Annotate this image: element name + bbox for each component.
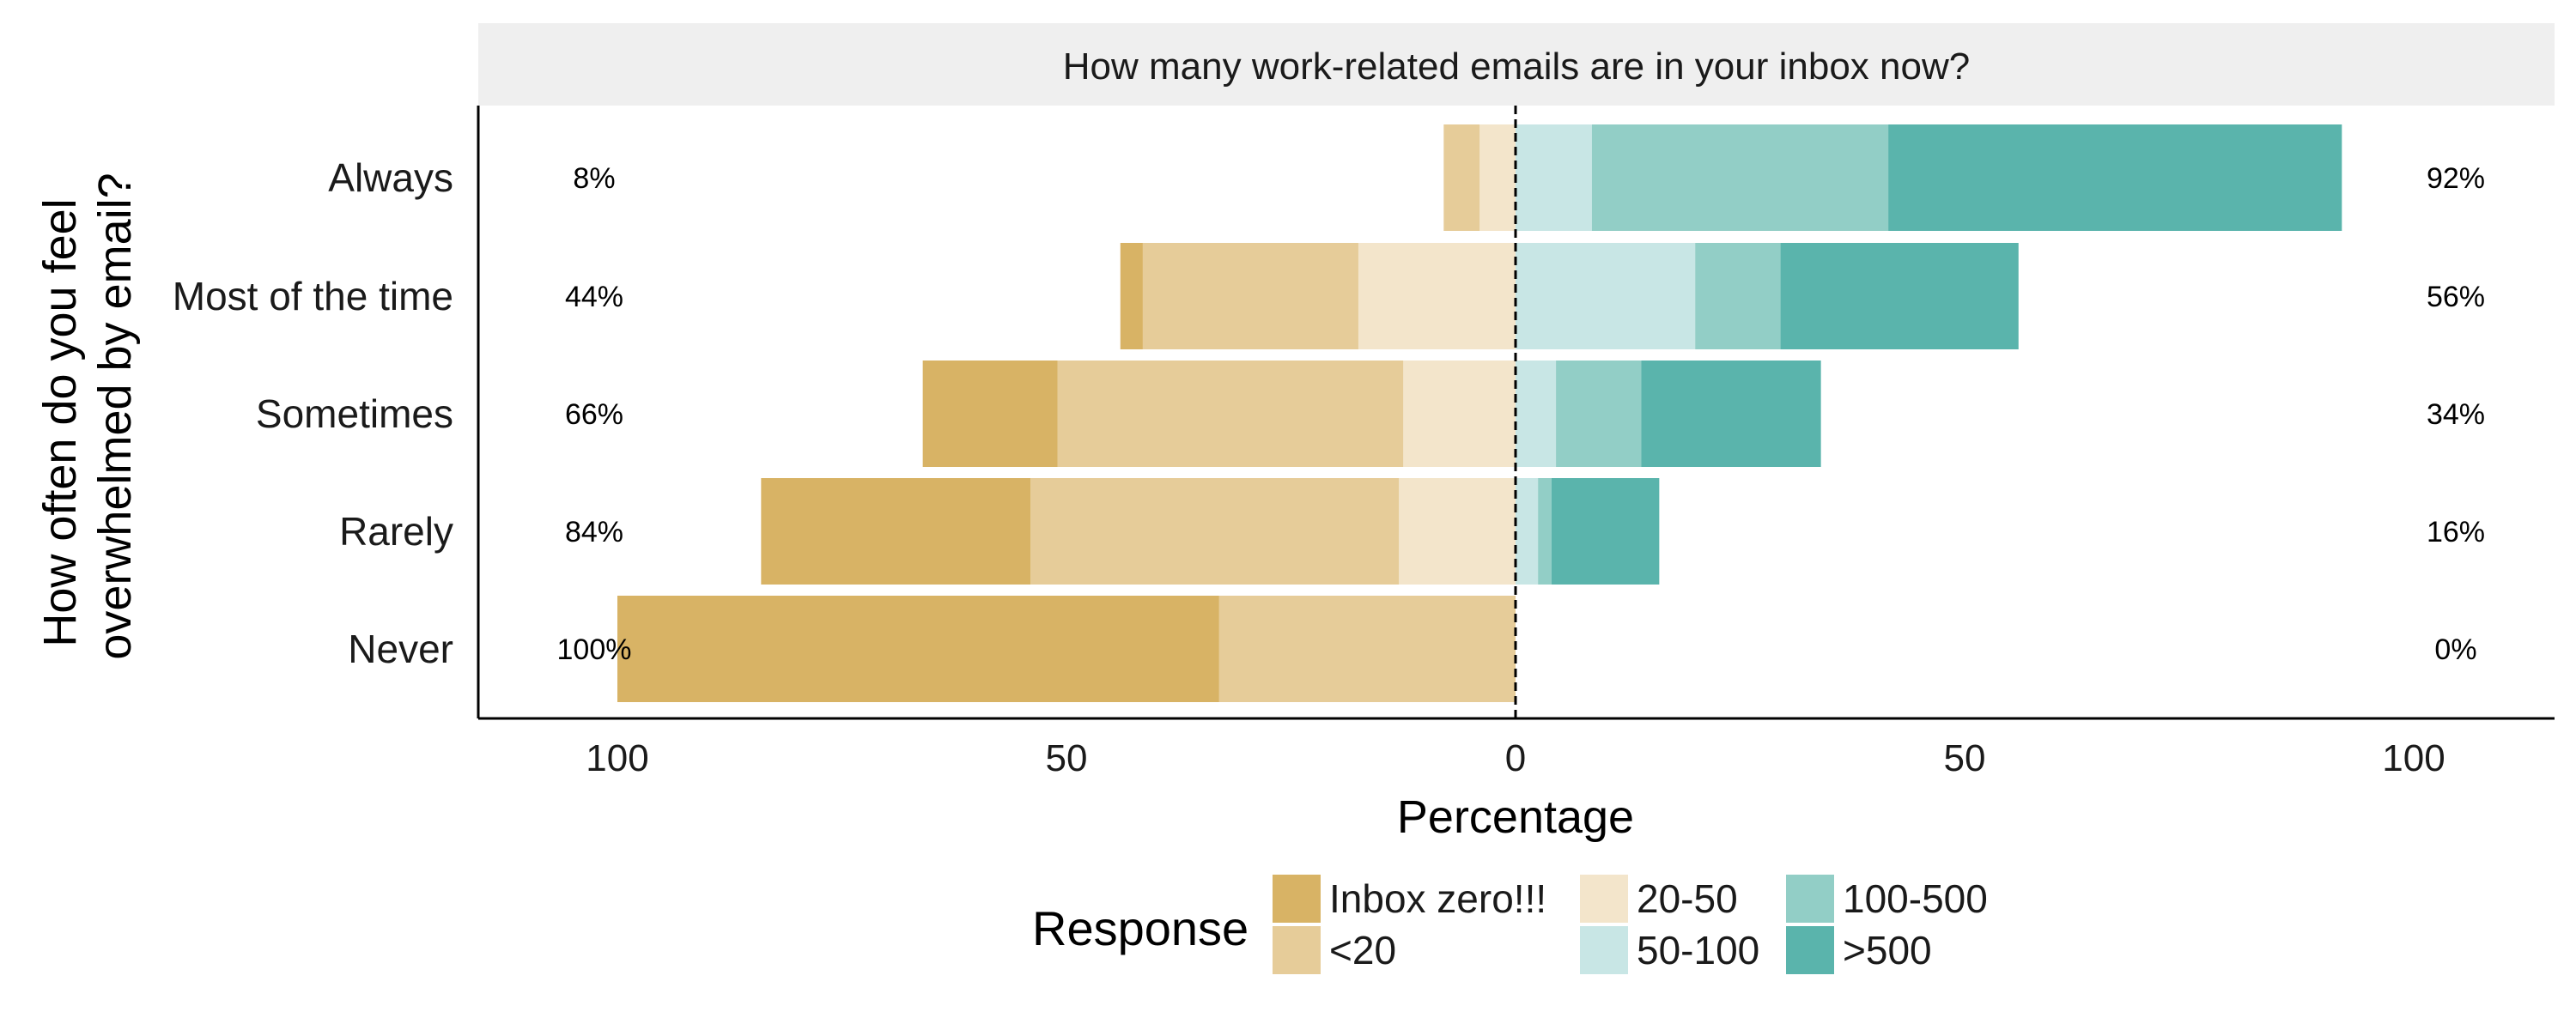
category-label-most-of-the-time: Most of the time (173, 274, 453, 318)
left-total-rarely: 84% (565, 516, 623, 548)
legend-swatch-50-100 (1580, 926, 1628, 974)
bar-sometimes-100-500 (1556, 360, 1642, 467)
x-tick-label: 100 (2382, 737, 2445, 779)
x-tick-labels: 100 50 0 50 100 (586, 737, 2445, 779)
x-tick-label: 50 (1046, 737, 1088, 779)
bar-most-of-the-time-inbox-zero (1120, 243, 1143, 349)
bar-always-500 (1888, 124, 2342, 231)
left-total-never: 100% (557, 633, 632, 666)
x-axis-title: Percentage (1397, 791, 1634, 843)
legend-swatch-20-50 (1580, 875, 1628, 923)
bar-rarely-50-100 (1516, 478, 1539, 585)
x-tick-label: 50 (1944, 737, 1986, 779)
bar-always-100-500 (1591, 124, 1889, 231)
right-total-always: 92% (2427, 162, 2485, 195)
category-label-always: Always (328, 155, 453, 200)
y-axis-title: How often do you feel overwhelmed by ema… (34, 173, 141, 659)
left-total-always: 8% (573, 162, 615, 195)
legend-label-100-500: 100-500 (1843, 876, 1988, 921)
y-axis-title-line-2: overwhelmed by email? (89, 173, 141, 659)
legend-swatch-100-500 (1786, 875, 1834, 923)
category-label-sometimes: Sometimes (256, 391, 453, 436)
legend-label-inbox-zero: Inbox zero!!! (1329, 876, 1546, 921)
bar-most-of-the-time-500 (1780, 243, 2019, 349)
facet-strip (478, 23, 2555, 106)
category-labels: Always Most of the time Sometimes Rarely Nev… (173, 155, 453, 671)
right-total-never: 0% (2434, 633, 2476, 666)
bar-rarely-20-50 (1399, 478, 1516, 585)
bar-rarely-20 (1030, 478, 1400, 585)
legend-label-20-50: 20-50 (1637, 876, 1738, 921)
bar-most-of-the-time-20-50 (1358, 243, 1516, 349)
bar-most-of-the-time-100-500 (1695, 243, 1781, 349)
bar-sometimes-50-100 (1516, 360, 1557, 467)
bar-rarely-100-500 (1538, 478, 1552, 585)
bars-layer (617, 124, 2342, 702)
left-total-most-of-the-time: 44% (565, 281, 623, 313)
x-tick-label: 100 (586, 737, 648, 779)
total-labels: 8% 92% 44% 56% 66% 34% 84% 16% 100% 0% (557, 162, 2486, 666)
left-total-sometimes: 66% (565, 398, 623, 431)
legend-swatch-inbox-zero (1273, 875, 1321, 923)
legend-label-20: <20 (1329, 928, 1396, 972)
bar-always-20-50 (1479, 124, 1516, 231)
legend-label-500: >500 (1843, 928, 1932, 972)
legend-title: Response (1032, 901, 1249, 955)
bar-most-of-the-time-50-100 (1516, 243, 1696, 349)
bar-never-20 (1218, 596, 1516, 702)
bar-sometimes-20-50 (1403, 360, 1516, 467)
bar-rarely-500 (1551, 478, 1660, 585)
category-label-never: Never (348, 627, 453, 671)
right-total-most-of-the-time: 56% (2427, 281, 2485, 313)
bar-sometimes-inbox-zero (922, 360, 1058, 467)
bar-rarely-inbox-zero (761, 478, 1031, 585)
facet-strip-title: How many work-related emails are in your… (1063, 45, 1970, 88)
bar-always-20 (1443, 124, 1480, 231)
legend: Response Inbox zero!!! <20 20-50 50-100 100-… (1032, 875, 1988, 974)
right-total-sometimes: 34% (2427, 398, 2485, 431)
bar-never-inbox-zero (617, 596, 1219, 702)
legend-label-50-100: 50-100 (1637, 928, 1759, 972)
right-total-rarely: 16% (2427, 516, 2485, 548)
bar-sometimes-20 (1057, 360, 1404, 467)
x-tick-label: 0 (1505, 737, 1526, 779)
y-axis-title-line-1: How often do you feel (34, 198, 86, 646)
legend-swatch-500 (1786, 926, 1834, 974)
bar-sometimes-500 (1641, 360, 1821, 467)
legend-swatch-20 (1273, 926, 1321, 974)
bar-most-of-the-time-20 (1142, 243, 1358, 349)
category-label-rarely: Rarely (339, 509, 453, 554)
bar-always-50-100 (1516, 124, 1592, 231)
